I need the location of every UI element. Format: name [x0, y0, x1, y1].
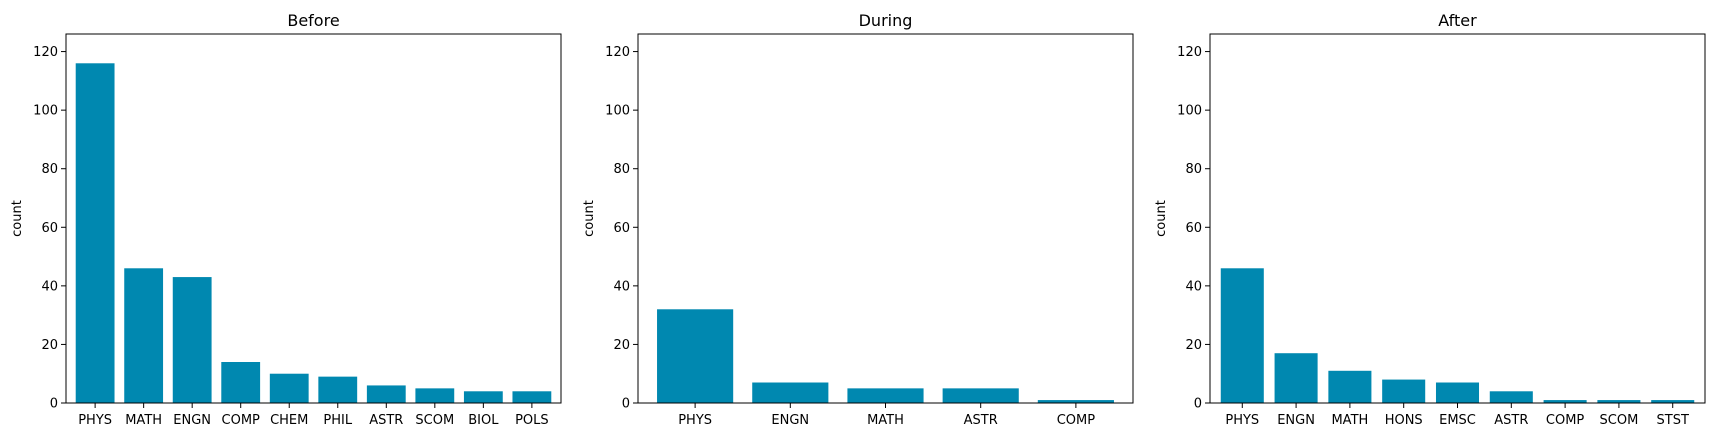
y-tick-label: 80 [1185, 162, 1202, 177]
x-tick-label-chem: CHEM [270, 413, 308, 428]
y-tick-label: 40 [41, 279, 58, 294]
y-tick-label: 20 [41, 338, 58, 353]
chart-panel-during: 0 20 40 60 80 100 120 PHYS ENGN MATH ASTR COMP Durin… [582, 11, 1134, 428]
x-tick-label-astr: ASTR [964, 413, 998, 428]
bar-scom [1597, 400, 1641, 403]
x-tick-label-phil: PHIL [323, 413, 352, 428]
x-tick-label-phys: PHYS [78, 413, 112, 428]
x-tick-label-math: MATH [125, 413, 162, 428]
bar-astr [366, 385, 406, 403]
bar-engn [752, 382, 829, 403]
y-tick-label: 80 [41, 162, 58, 177]
x-tick-label-biol: BIOL [468, 413, 499, 428]
x-tick-label-pols: POLS [515, 413, 549, 428]
x-tick-label-hons: HONS [1385, 413, 1423, 428]
x-tick-label-engn: ENGN [1277, 413, 1315, 428]
x-tick-label-scom: SCOM [415, 413, 454, 428]
y-tick-label: 100 [33, 104, 58, 119]
chart-panel-after: 0 20 40 60 80 100 120 PHYS ENGN MATH HONS EMSC ASTR C… [1154, 11, 1706, 428]
y-axis-label: count [582, 200, 597, 237]
y-tick-label: 80 [613, 162, 630, 177]
bar-hons [1382, 379, 1426, 403]
axes-frame [65, 33, 562, 404]
chart-title: After [1438, 11, 1477, 30]
bar-phys [657, 309, 734, 403]
bar-phil [318, 376, 358, 403]
y-tick-label: 20 [613, 338, 630, 353]
bar-engn [172, 277, 212, 403]
bar-biol [463, 391, 503, 403]
x-tick-label-math: MATH [1331, 413, 1368, 428]
bar-stst [1651, 400, 1695, 403]
bar-math [1328, 370, 1372, 403]
bar-emsc [1435, 382, 1480, 403]
chart-title: During [859, 11, 913, 30]
y-tick-label: 40 [613, 279, 630, 294]
y-tick-label: 60 [41, 221, 58, 236]
axes-frame [1209, 33, 1706, 404]
x-tick-label-comp: COMP [222, 413, 261, 428]
bar-comp [221, 362, 261, 403]
y-axis-label: count [10, 200, 25, 237]
bar-math [847, 388, 924, 403]
chart-panel-before: 0 20 40 60 80 100 120 PHYS MATH ENGN COMP CHEM PHIL A… [10, 11, 562, 428]
y-tick-label: 40 [1185, 279, 1202, 294]
bar-comp [1037, 400, 1114, 403]
bar-astr [1489, 391, 1533, 403]
x-tick-label-astr: ASTR [369, 413, 403, 428]
bar-scom [415, 388, 455, 403]
bar-astr [942, 388, 1019, 403]
y-tick-label: 120 [1177, 45, 1202, 60]
y-tick-label: 0 [50, 397, 58, 412]
x-tick-label-phys: PHYS [1225, 413, 1259, 428]
y-tick-label: 120 [605, 45, 630, 60]
x-tick-label-stst: STST [1657, 413, 1689, 428]
y-tick-label: 100 [1177, 104, 1202, 119]
bar-chem [269, 373, 309, 403]
y-tick-label: 60 [1185, 221, 1202, 236]
x-tick-label-engn: ENGN [771, 413, 809, 428]
bar-engn [1274, 353, 1318, 403]
y-tick-label: 120 [33, 45, 58, 60]
y-tick-label: 0 [1194, 397, 1202, 412]
chart-title: Before [287, 11, 339, 30]
bar-phys [75, 63, 115, 403]
y-tick-label: 20 [1185, 338, 1202, 353]
bar-comp [1543, 400, 1587, 403]
bar-phys [1220, 268, 1264, 403]
y-tick-label: 0 [622, 397, 630, 412]
x-tick-label-phys: PHYS [678, 413, 712, 428]
bar-math [124, 268, 164, 403]
y-axis-label: count [1154, 200, 1169, 237]
x-tick-label-emsc: EMSC [1439, 413, 1476, 428]
x-tick-label-comp: COMP [1057, 413, 1096, 428]
x-tick-label-astr: ASTR [1494, 413, 1528, 428]
x-tick-label-scom: SCOM [1600, 413, 1639, 428]
x-tick-label-math: MATH [867, 413, 904, 428]
x-tick-label-comp: COMP [1546, 413, 1585, 428]
x-tick-label-engn: ENGN [173, 413, 211, 428]
y-tick-label: 100 [605, 104, 630, 119]
bar-pols [512, 391, 552, 403]
y-tick-label: 60 [613, 221, 630, 236]
